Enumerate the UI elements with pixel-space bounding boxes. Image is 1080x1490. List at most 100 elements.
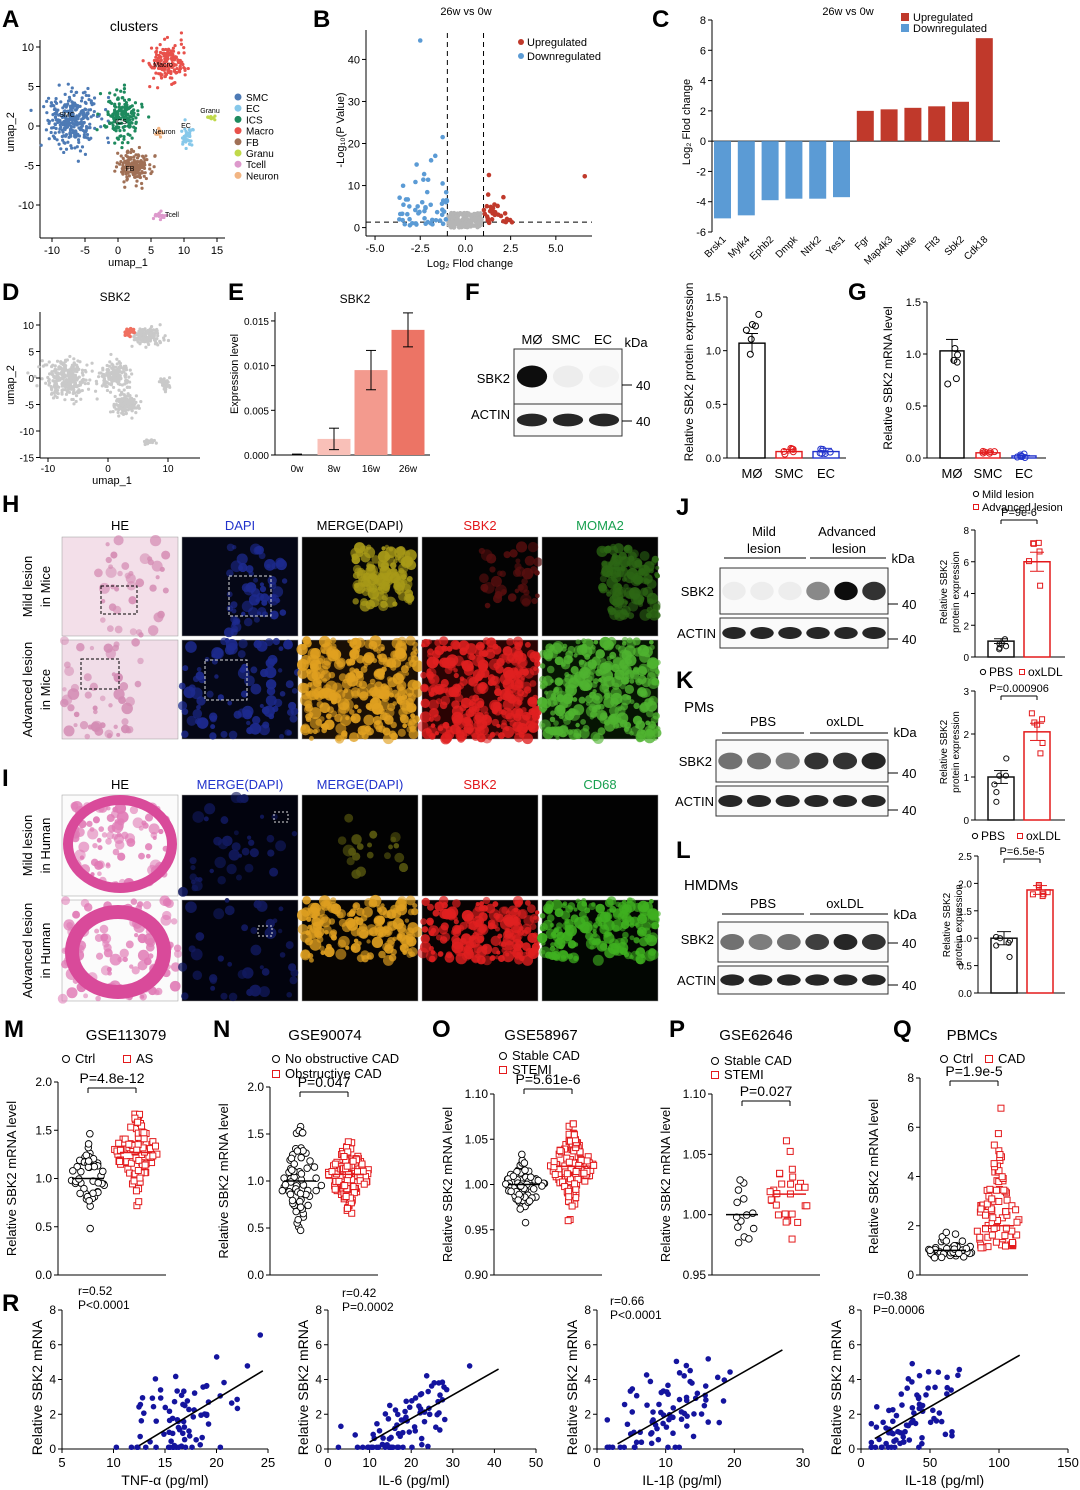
- fluorescence-signal: [67, 704, 75, 712]
- umap-point-ics: [130, 136, 134, 140]
- fluorescence-signal: [603, 646, 608, 651]
- fluorescence-signal: [307, 953, 314, 959]
- umap-point-smc: [74, 134, 78, 138]
- fluorescence-signal: [142, 901, 152, 910]
- umap-point-ics: [117, 102, 121, 106]
- data-point: [84, 1140, 93, 1148]
- umap-point-ics: [115, 88, 119, 92]
- fluorescence-signal: [190, 879, 196, 885]
- fluorescence-signal: [609, 607, 617, 615]
- fluorescence-signal: [637, 675, 647, 685]
- blot-band: [589, 366, 619, 388]
- fluorescence-signal: [451, 941, 464, 954]
- fluorescence-signal: [613, 561, 623, 572]
- umap-point-smc: [82, 133, 86, 137]
- fluorescence-signal: [350, 945, 356, 951]
- fluorescence-signal: [396, 934, 403, 941]
- data-point-down: [417, 38, 423, 43]
- fluorescence-signal: [134, 680, 142, 688]
- fluorescence-signal: [308, 735, 314, 741]
- data-point-ns: [469, 222, 474, 228]
- fluorescence-signal: [585, 682, 591, 689]
- x-tick-label: Cdk18: [962, 234, 991, 263]
- umap-point-fb: [135, 174, 139, 179]
- umap-point: [120, 399, 124, 403]
- y-tick-label: -5: [25, 401, 34, 412]
- umap-point-neuron: [157, 127, 161, 131]
- data-point-down: [412, 207, 418, 213]
- legend-label: PBS: [989, 665, 1013, 679]
- umap-point-macro: [183, 73, 187, 77]
- fluorescence-signal: [224, 905, 235, 916]
- fluorescence-signal: [366, 939, 371, 944]
- fluorescence-signal: [377, 643, 385, 652]
- fluorescence-signal: [173, 949, 182, 958]
- fluorescence-signal: [325, 943, 332, 950]
- fluorescence-signal: [304, 937, 313, 946]
- umap-point: [76, 359, 80, 363]
- fluorescence-signal: [235, 874, 242, 881]
- umap-point-macro: [182, 46, 186, 50]
- panel-letter-N: N: [213, 1016, 230, 1043]
- fluorescence-signal: [578, 659, 585, 665]
- fluorescence-signal: [452, 899, 461, 908]
- fluorescence-signal: [654, 573, 661, 579]
- fluorescence-signal: [405, 930, 416, 942]
- umap-point-macro: [164, 47, 168, 52]
- fluorescence-signal: [289, 976, 298, 985]
- cluster-label: Tcell: [165, 212, 179, 219]
- umap-point-fb: [115, 161, 119, 165]
- umap-point: [73, 391, 77, 395]
- fluorescence-signal: [645, 720, 651, 726]
- umap-point: [95, 397, 99, 401]
- legend-swatch: [901, 13, 909, 21]
- umap-point-fb: [137, 145, 141, 150]
- fluorescence-signal: [603, 719, 611, 726]
- fluorescence-signal: [515, 558, 521, 564]
- fluorescence-signal: [137, 901, 144, 908]
- y-tick-label: -4: [696, 197, 706, 209]
- fluorescence-signal: [377, 560, 390, 572]
- umap-point: [66, 379, 70, 383]
- umap-point: [148, 327, 152, 331]
- fluorescence-signal: [622, 931, 629, 939]
- micrograph-3: [421, 536, 543, 637]
- data-point-down: [409, 220, 415, 226]
- fluorescence-signal: [106, 831, 115, 840]
- data-point-down: [405, 197, 411, 202]
- umap-point-smc: [106, 136, 110, 140]
- umap-point-smc: [66, 82, 70, 86]
- umap-point: [41, 364, 45, 368]
- umap-point: [120, 383, 124, 387]
- fluorescence-signal: [73, 711, 80, 718]
- fluorescence-signal: [542, 728, 554, 740]
- umap-point: [109, 381, 114, 386]
- umap-point-ics: [122, 98, 127, 102]
- fluorescence-signal: [129, 628, 137, 636]
- data-point-down: [433, 218, 439, 223]
- fluorescence-signal: [246, 726, 254, 735]
- umap-point-macro: [159, 73, 163, 78]
- data-point-ns: [466, 211, 471, 216]
- fluorescence-signal: [626, 897, 636, 907]
- fluorescence-signal: [349, 637, 362, 650]
- fluorescence-signal: [182, 665, 189, 672]
- umap-point-ics: [126, 124, 130, 128]
- blot-band: [834, 627, 858, 639]
- fluorescence-signal: [121, 831, 129, 840]
- fluorescence-signal: [555, 735, 560, 741]
- data-point-down: [401, 202, 406, 208]
- y-tick-label: 10: [23, 321, 35, 332]
- image-row-label: Advanced lesion: [20, 903, 35, 998]
- umap-point-fb: [129, 150, 133, 155]
- fluorescence-signal: [553, 935, 559, 942]
- umap-point-smc: [78, 128, 83, 132]
- data-point-down: [397, 211, 403, 217]
- fluorescence-signal: [639, 550, 650, 561]
- fluorescence-signal: [449, 660, 456, 667]
- fluorescence-signal: [420, 671, 427, 679]
- fluorescence-signal: [145, 853, 151, 859]
- y-axis-label: Log₂ Flod change: [681, 79, 693, 165]
- fluorescence-signal: [192, 970, 203, 981]
- fluorescence-signal: [537, 932, 548, 944]
